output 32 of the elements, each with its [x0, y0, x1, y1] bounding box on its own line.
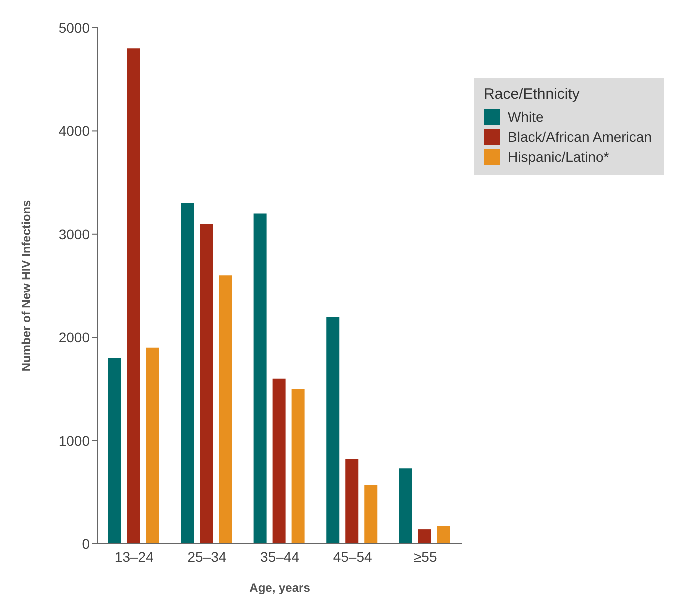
bar	[108, 358, 122, 544]
legend-label: Hispanic/Latino*	[508, 149, 610, 165]
y-tick-label: 1000	[58, 432, 90, 449]
bar	[127, 48, 140, 544]
x-tick-label: 13–24	[114, 548, 154, 565]
x-tick-label: 25–34	[188, 548, 227, 565]
bar	[219, 276, 232, 544]
y-tick-label: 2000	[58, 330, 90, 346]
bar	[346, 459, 359, 544]
bar	[399, 468, 412, 544]
y-axis-title: Number of New HIV Infections	[19, 200, 34, 372]
y-tick-label: 3000	[58, 226, 90, 242]
x-tick-label: ≥55	[414, 548, 438, 565]
bar	[418, 530, 432, 544]
x-tick-label: 35–44	[260, 548, 300, 565]
legend-label: Black/African American	[508, 129, 652, 145]
legend-label: White	[508, 109, 544, 125]
bar	[181, 203, 194, 544]
bar	[437, 526, 450, 544]
bar	[272, 378, 286, 544]
bar	[146, 348, 160, 544]
bar	[200, 224, 214, 544]
x-tick-label: 45–54	[333, 548, 373, 565]
bar	[326, 316, 340, 544]
y-tick-label: 5000	[58, 20, 90, 36]
y-tick-label: 4000	[58, 123, 90, 140]
legend-title: Race/Ethnicity	[484, 86, 581, 103]
bar	[254, 214, 267, 544]
bar	[364, 485, 378, 544]
y-tick-label: 0	[82, 536, 90, 552]
bar	[292, 389, 305, 544]
x-axis-title: Age, years	[250, 581, 311, 595]
